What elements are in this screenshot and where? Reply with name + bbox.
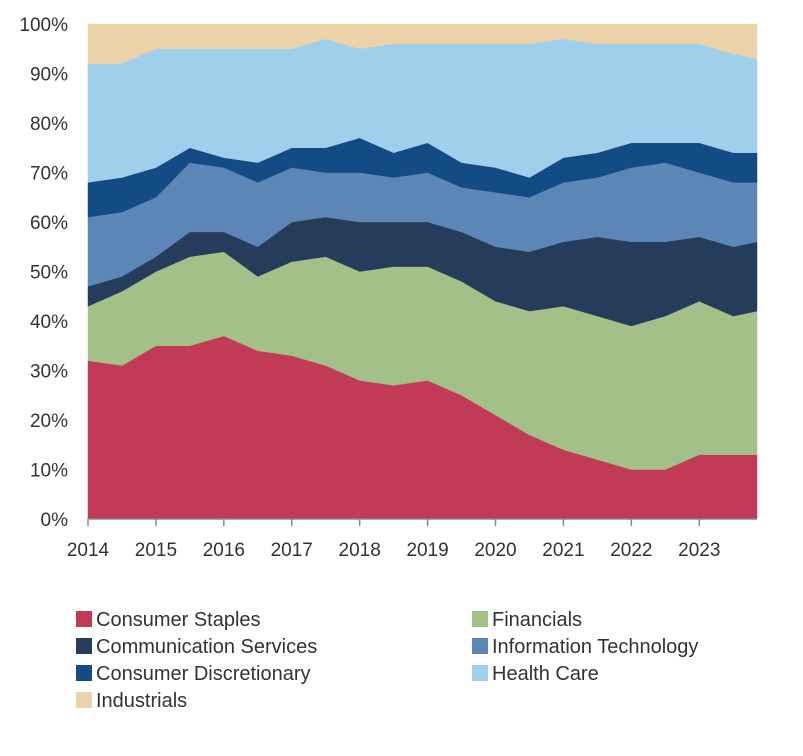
x-tick-label: 2019	[406, 540, 448, 561]
x-tick-label: 2018	[339, 540, 381, 561]
x-tick-label: 2023	[678, 540, 720, 561]
y-tick-label: 20%	[30, 411, 68, 432]
legend-label-consumer-staples: Consumer Staples	[96, 609, 261, 631]
x-tick-label: 2015	[135, 540, 177, 561]
legend-label-financials: Financials	[492, 609, 582, 631]
y-tick-label: 40%	[30, 312, 68, 333]
x-tick-label: 2016	[203, 540, 245, 561]
y-tick-label: 10%	[30, 461, 68, 482]
legend-label-industrials: Industrials	[96, 690, 187, 712]
x-tick-label: 2014	[67, 540, 110, 561]
y-tick-label: 0%	[41, 510, 69, 531]
y-tick-label: 80%	[30, 114, 68, 135]
legend-label-communication-services: Communication Services	[96, 636, 317, 658]
legend: Consumer Staples Financials Communication …	[76, 609, 698, 712]
y-tick-label: 50%	[30, 263, 68, 284]
y-tick-label: 60%	[30, 213, 68, 234]
y-tick-label: 70%	[30, 164, 68, 185]
legend-label-health-care: Health Care	[492, 663, 599, 685]
legend-swatch-information-technology	[472, 638, 488, 654]
x-tick-label: 2020	[474, 540, 516, 561]
legend-swatch-communication-services	[76, 638, 92, 654]
legend-swatch-consumer-discretionary	[76, 665, 92, 681]
x-tick-label: 2022	[610, 540, 652, 561]
legend-label-consumer-discretionary: Consumer Discretionary	[96, 663, 311, 685]
area-series-industrials	[87, 23, 758, 64]
legend-swatch-consumer-staples	[76, 611, 92, 627]
x-tick-label: 2021	[542, 540, 584, 561]
y-tick-label: 90%	[30, 65, 68, 86]
y-axis-ticks: 0% 10% 20% 30% 40% 50% 60% 70% 80% 90% 100%	[19, 15, 68, 531]
y-tick-label: 30%	[30, 362, 68, 383]
legend-label-information-technology: Information Technology	[492, 636, 698, 658]
legend-swatch-financials	[472, 611, 488, 627]
area-series-group	[87, 23, 758, 520]
legend-swatch-industrials	[76, 692, 92, 708]
legend-swatch-health-care	[472, 665, 488, 681]
y-tick-label: 100%	[19, 15, 68, 36]
x-tick-label: 2017	[271, 540, 313, 561]
x-axis-ticks: 2014 2015 2016 2017 2018 2019 2020 2021 2022 2023	[67, 519, 720, 561]
